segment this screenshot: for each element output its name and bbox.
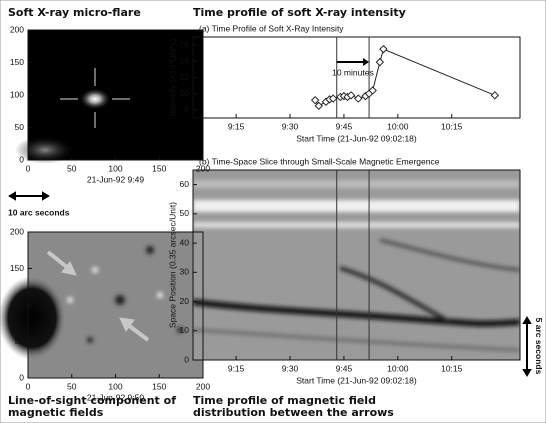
scale-bar <box>8 191 50 201</box>
slice-image <box>193 170 520 360</box>
x-tick-label: 100 <box>108 381 122 391</box>
y-tick-label: 16 <box>180 39 190 49</box>
y-tick-label: 150 <box>10 263 24 273</box>
y-tick-label: 60 <box>180 179 190 189</box>
heading: Line-of-sight component of magnetic field… <box>8 394 176 419</box>
scale-bar-label: 5 arc seconds <box>534 318 544 375</box>
data-point <box>354 94 363 103</box>
x-tick-label: 100 <box>108 163 122 173</box>
annotation-arrowhead <box>363 58 370 66</box>
heading: Time profile of magnetic field distributi… <box>193 394 394 419</box>
y-axis-label: Intensity (×10⁴DN*s) <box>167 39 177 117</box>
data-point <box>314 101 323 111</box>
y-tick-label: 0 <box>19 154 24 164</box>
x-tick-label: 9:30 <box>282 363 299 373</box>
x-tick-label: 9:15 <box>228 121 245 131</box>
x-tick-label: 9:15 <box>228 363 245 373</box>
data-point <box>490 91 500 100</box>
x-tick-label: 200 <box>196 163 210 173</box>
data-point <box>375 57 385 67</box>
x-tick-label: 10:15 <box>441 363 463 373</box>
x-tick-label: 0 <box>26 163 31 173</box>
x-tick-label: 10:00 <box>387 363 409 373</box>
panel-title: (b) Time-Space Slice through Small-Scale… <box>199 156 440 166</box>
data-point <box>346 91 356 100</box>
y-axis-label: Space Position (0.35 arcsec/Unit) <box>167 202 177 328</box>
x-tick-label: 9:45 <box>336 363 353 373</box>
y-tick-label: 10 <box>180 88 190 98</box>
x-tick-label: 200 <box>196 381 210 391</box>
x-tick-label: 150 <box>152 381 166 391</box>
data-point <box>310 95 320 105</box>
y-tick-label: 200 <box>10 226 24 236</box>
y-tick-label: 8 <box>184 104 189 114</box>
y-tick-label: 50 <box>15 336 25 346</box>
y-tick-label: 10 <box>180 325 190 335</box>
panel-title: (a) Time Profile of Soft X-Ray Intensity <box>199 23 344 33</box>
x-tick-label: 50 <box>67 163 77 173</box>
y-tick-label: 0 <box>184 354 189 364</box>
scale-bar-label: 10 arc seconds <box>8 207 70 217</box>
x-tick-label: 10:00 <box>387 121 409 131</box>
y-tick-label: 0 <box>19 372 24 382</box>
x-tick-label: 9:45 <box>336 121 353 131</box>
x-tick-label: 10:15 <box>441 121 463 131</box>
annotation: 10 minutes <box>332 67 374 77</box>
x-tick-label: 9:30 <box>282 121 299 131</box>
xray-image <box>15 30 203 164</box>
y-tick-label: 30 <box>180 267 190 277</box>
x-tick-label: 50 <box>67 381 77 391</box>
heading: Soft X-ray micro-flare <box>8 6 141 19</box>
x-axis-label: Start Time (21-Jun-92 09:02:18) <box>296 133 417 143</box>
data-point <box>328 94 338 103</box>
magnetogram-image <box>0 232 203 378</box>
caption: 21-Jun-92 9:50 <box>87 392 144 402</box>
y-tick-label: 20 <box>180 296 190 306</box>
y-tick-label: 50 <box>180 208 190 218</box>
y-tick-label: 40 <box>180 237 190 247</box>
y-tick-label: 150 <box>10 57 24 67</box>
heading: Time profile of soft X-ray intensity <box>193 6 406 19</box>
scale-bar <box>522 316 532 377</box>
y-tick-label: 50 <box>15 122 25 132</box>
x-tick-label: 150 <box>152 163 166 173</box>
x-tick-label: 0 <box>26 381 31 391</box>
y-tick-label: 14 <box>180 56 190 66</box>
y-tick-label: 100 <box>10 89 24 99</box>
data-point <box>368 86 377 95</box>
data-point <box>379 44 388 54</box>
caption: 21-Jun-92 9:49 <box>87 174 144 184</box>
y-tick-label: 100 <box>10 299 24 309</box>
plot-frame <box>192 169 521 361</box>
y-tick-label: 12 <box>180 72 190 82</box>
x-axis-label: Start Time (21-Jun-92 09:02:18) <box>296 375 417 385</box>
y-tick-label: 200 <box>10 24 24 34</box>
